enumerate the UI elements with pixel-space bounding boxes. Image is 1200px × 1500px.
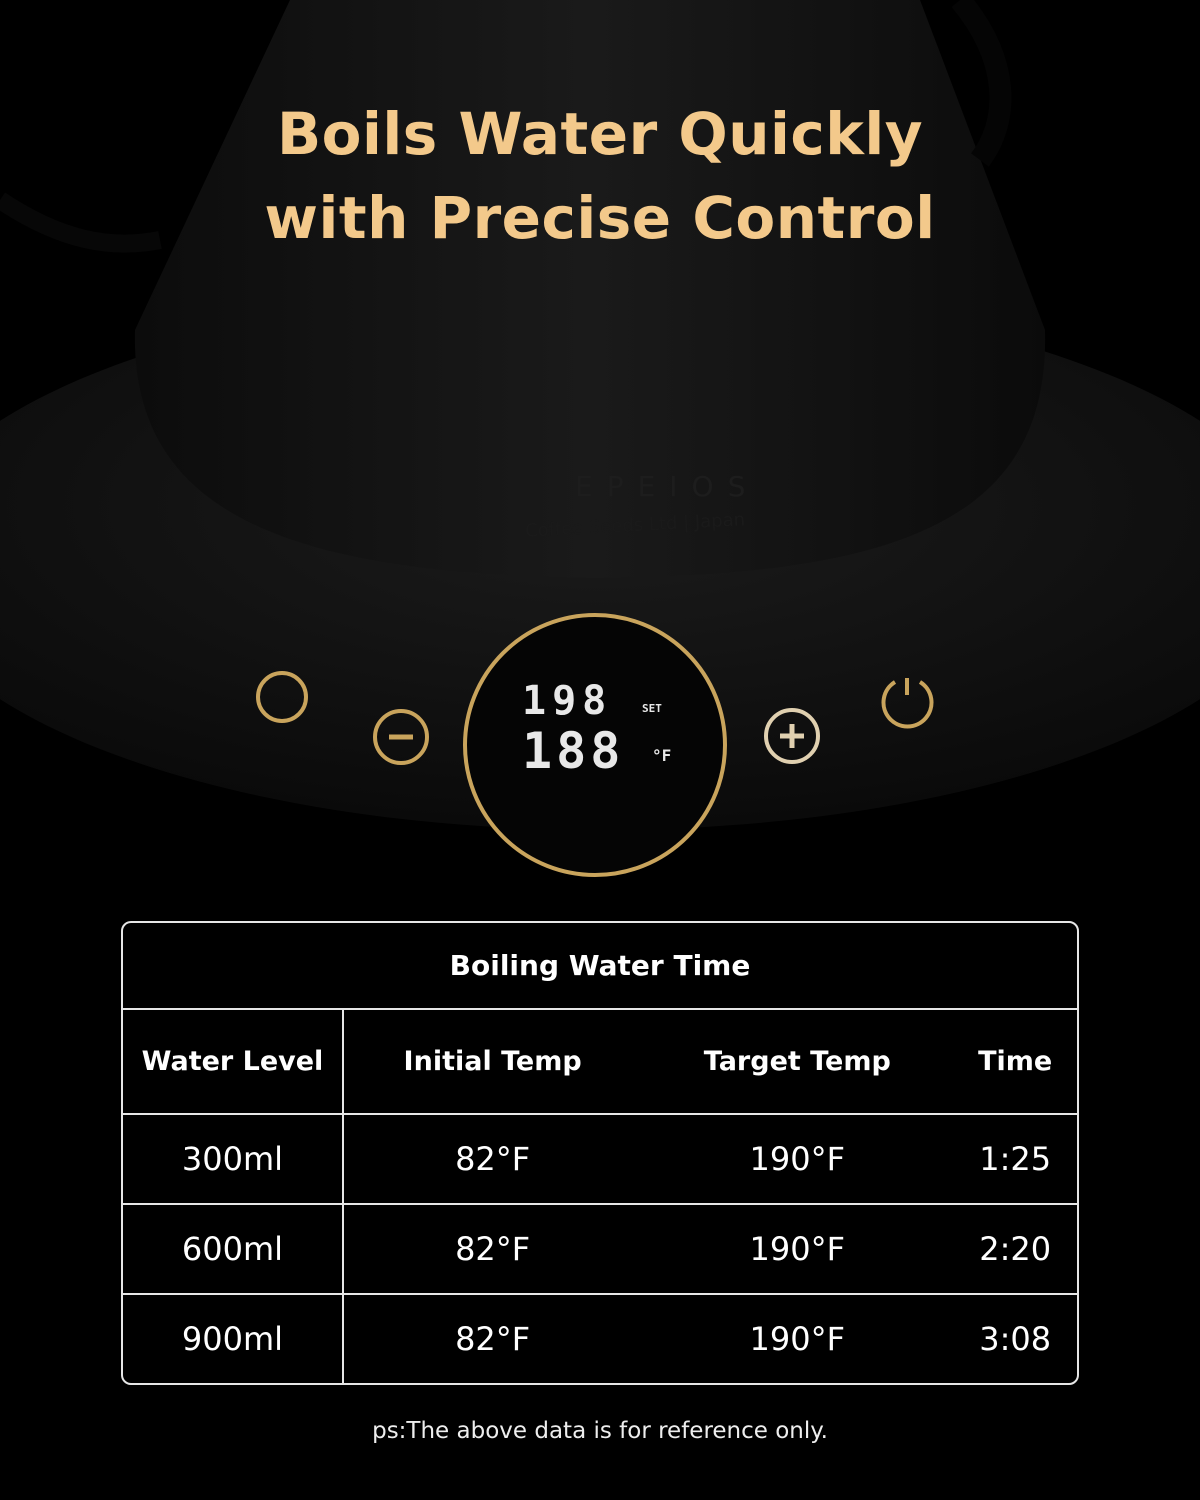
cell-target-temp: 190°F	[749, 1320, 846, 1358]
kettle-scene: EPEIOS Coffee Seeds Ltd | Japan 198 SET …	[0, 0, 1200, 877]
headline-line-2: with Precise Control	[264, 184, 936, 252]
table-row: 600ml 82°F 190°F 2:20	[123, 1205, 1077, 1295]
cell-water-level: 300ml	[123, 1115, 344, 1205]
minus-button[interactable]	[373, 709, 429, 765]
boiling-time-table: Boiling Water Time Water Level Initial T…	[121, 921, 1079, 1385]
reference-note: ps:The above data is for reference only.	[372, 1418, 828, 1444]
brand-logo: EPEIOS	[575, 470, 760, 503]
header-time: Time	[953, 1010, 1077, 1115]
header-water-level: Water Level	[123, 1010, 344, 1115]
headline-line-1: Boils Water Quickly	[276, 100, 924, 168]
cell-target-temp: 190°F	[641, 1205, 954, 1295]
table-row: 900ml 82°F 190°F 3:08	[123, 1295, 1077, 1383]
cell-water-level: 600ml	[123, 1205, 344, 1295]
cell-initial-temp: 82°F	[344, 1115, 642, 1205]
power-button[interactable]	[881, 678, 934, 729]
header-initial-temp: Initial Temp	[344, 1010, 642, 1115]
kettle-body	[134, 0, 1046, 578]
cell-target-temp: 190°F	[641, 1115, 954, 1205]
header-target-temp: Target Temp	[641, 1010, 954, 1115]
handle	[951, 0, 1012, 167]
cell-initial-temp: 82°F	[344, 1205, 642, 1295]
table-row: 300ml 82°F 190°F 1:25	[123, 1115, 1077, 1205]
kettle-illustration	[0, 0, 1200, 877]
set-label: SET	[642, 702, 662, 715]
set-temp-readout: 198	[522, 678, 613, 724]
spout	[0, 192, 162, 253]
plus-button[interactable]	[764, 708, 820, 764]
unit-label: °F	[652, 746, 672, 765]
table-header-row: Water Level Initial Temp Target Temp Tim…	[123, 1010, 1077, 1115]
cell-water-level: 900ml	[123, 1295, 344, 1383]
current-temp-readout: 188	[522, 722, 625, 780]
cell-time: 2:20	[953, 1205, 1077, 1295]
table-title: Boiling Water Time	[123, 923, 1077, 1010]
keep-warm-button[interactable]	[256, 671, 308, 723]
cell-initial-temp: 82°F	[455, 1320, 531, 1358]
display-ring	[463, 613, 727, 877]
cell-time: 3:08	[979, 1320, 1052, 1358]
cell-time: 1:25	[953, 1115, 1077, 1205]
headline: Boils Water Quickly with Precise Control	[0, 92, 1200, 260]
